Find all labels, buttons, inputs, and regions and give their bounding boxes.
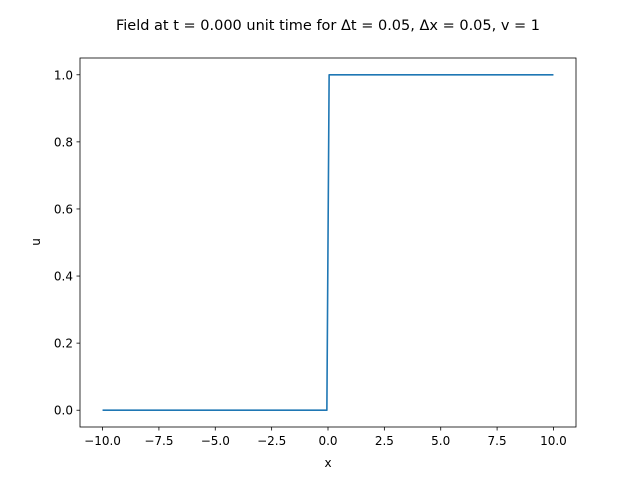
y-tick-label: 0.6 [54,202,73,216]
y-axis: 0.0 0.2 0.4 0.6 0.8 1.0 [54,68,80,418]
x-tick-label: 0.0 [318,434,337,448]
plot-frame [79,57,577,428]
y-tick-label: 0.4 [54,270,73,284]
x-tick-label: −2.5 [257,434,286,448]
y-tick-label: 0.0 [54,404,73,418]
y-tick-label: 0.8 [54,135,73,149]
y-axis-label: u [29,238,43,246]
x-tick-label: 10.0 [540,434,567,448]
x-tick-label: 5.0 [431,434,450,448]
x-tick-label: −10.0 [84,434,121,448]
x-tick-label: −7.5 [144,434,173,448]
x-tick-label: −5.0 [201,434,230,448]
x-axis: −10.0 −7.5 −5.0 −2.5 0.0 2.5 5.0 7.5 10.0 [84,427,567,448]
y-tick-label: 1.0 [54,68,73,82]
series-line [102,73,554,412]
x-tick-label: 7.5 [488,434,507,448]
chart-title: Field at t = 0.000 unit time for Δt = 0.… [116,18,540,34]
y-tick-label: 0.2 [54,337,73,351]
series-layer [102,73,554,412]
x-axis-label: x [324,456,331,470]
x-tick-label: 2.5 [375,434,394,448]
